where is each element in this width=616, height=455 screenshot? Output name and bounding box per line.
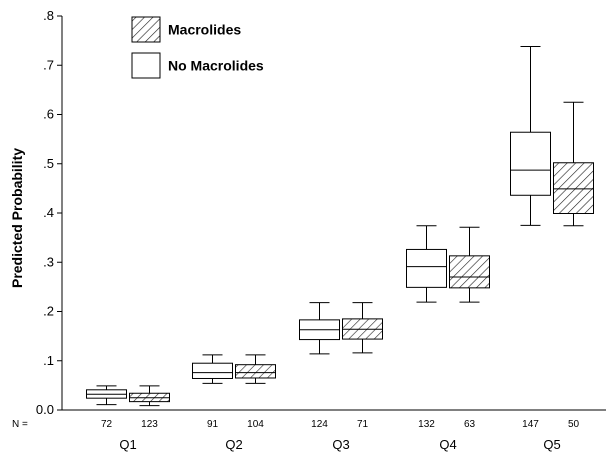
sample-size-row: N = 72 91 124 132 147 123 104 71 63 50 xyxy=(12,419,579,430)
boxes-layer xyxy=(86,46,594,407)
box-hatched-q1 xyxy=(129,385,170,407)
legend: Macrolides No Macrolides xyxy=(131,16,264,79)
x-category-label-q5: Q5 xyxy=(543,437,560,452)
y-tick-label-1: .1 xyxy=(43,353,54,368)
x-category-label-q4: Q4 xyxy=(439,437,456,452)
x-category-label-q3: Q3 xyxy=(332,437,349,452)
x-category-label-q1: Q1 xyxy=(119,437,136,452)
n-value-hatched-q3: 71 xyxy=(357,419,369,430)
n-value-plain-q4: 132 xyxy=(418,419,435,430)
x-axis: Q1 Q2 Q3 Q4 Q5 xyxy=(62,409,606,452)
box-iqr xyxy=(449,255,490,289)
y-tick-label-6: .6 xyxy=(43,107,54,122)
n-value-plain-q3: 124 xyxy=(311,419,328,430)
y-tick-label-7: .7 xyxy=(43,57,54,72)
box-hatched-q4 xyxy=(449,226,490,303)
legend-swatch-hatched xyxy=(131,16,161,43)
y-tick-label-3: .3 xyxy=(43,254,54,269)
y-tick-label-8: .8 xyxy=(43,8,54,23)
legend-label-hatched: Macrolides xyxy=(168,22,241,38)
box-iqr xyxy=(510,131,551,196)
y-tick-label-2: .2 xyxy=(43,304,54,319)
box-plain-q1 xyxy=(86,385,127,406)
box-iqr xyxy=(406,248,447,288)
x-category-label-q2: Q2 xyxy=(225,437,242,452)
legend-label-plain: No Macrolides xyxy=(168,58,264,74)
n-prefix-label: N = xyxy=(12,419,28,430)
legend-swatch-plain xyxy=(131,52,161,79)
box-plain-q2 xyxy=(192,354,233,384)
y-tick-label-4: .4 xyxy=(43,205,54,220)
n-value-plain-q5: 147 xyxy=(522,419,539,430)
box-plain-q3 xyxy=(299,302,340,355)
n-value-hatched-q1: 123 xyxy=(141,419,158,430)
y-tick-label-5: .5 xyxy=(43,156,54,171)
box-iqr xyxy=(192,362,233,379)
box-hatched-q3 xyxy=(342,302,383,354)
n-value-hatched-q4: 63 xyxy=(464,419,476,430)
box-plain-q5 xyxy=(510,46,551,226)
y-tick-label-0: 0.0 xyxy=(36,402,54,417)
box-iqr xyxy=(235,364,276,379)
y-axis: 0.0 .1 .2 .3 .4 .5 .6 .7 .8 xyxy=(36,8,63,417)
box-iqr xyxy=(553,162,594,214)
n-value-hatched-q2: 104 xyxy=(247,419,264,430)
n-value-plain-q1: 72 xyxy=(101,419,113,430)
y-axis-label: Predicted Probability xyxy=(9,148,25,288)
n-value-hatched-q5: 50 xyxy=(568,419,580,430)
box-plain-q4 xyxy=(406,225,447,303)
box-hatched-q2 xyxy=(235,354,276,384)
box-hatched-q5 xyxy=(553,101,594,227)
n-value-plain-q2: 91 xyxy=(207,419,219,430)
